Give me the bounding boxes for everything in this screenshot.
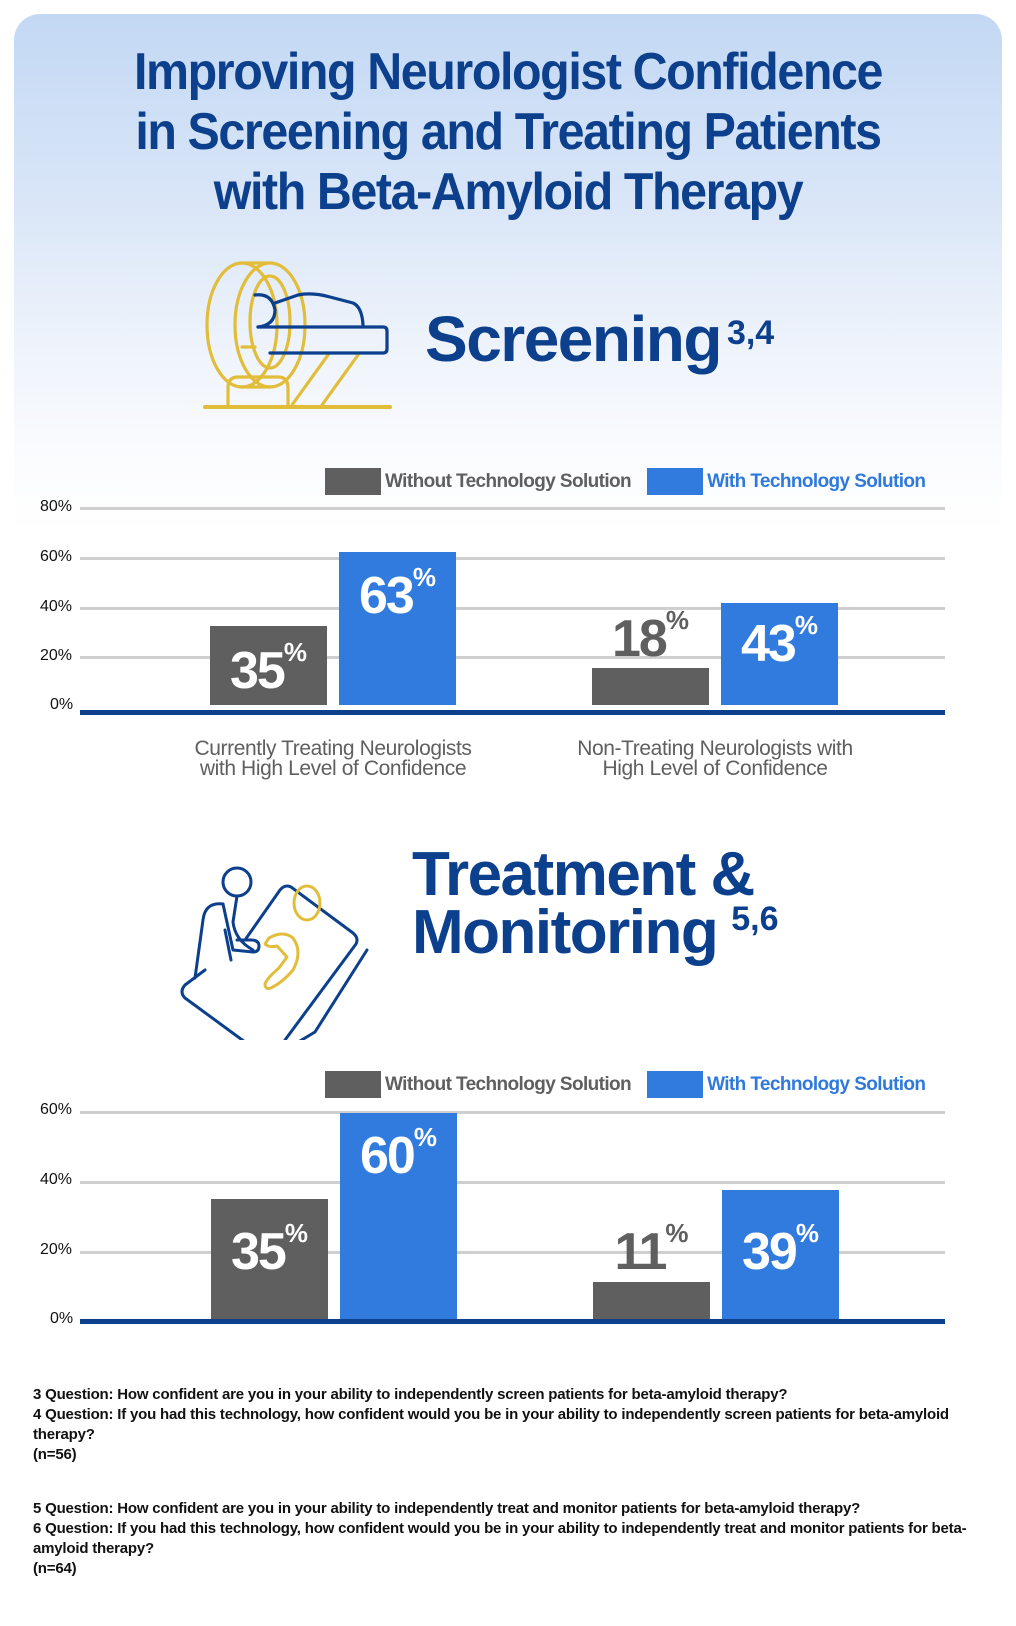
bar-with-treating xyxy=(339,552,456,705)
bar-value-label: 18% xyxy=(612,605,689,668)
bar-value-label: 11% xyxy=(614,1218,689,1281)
bar-value-label: 35% xyxy=(231,1218,308,1281)
x-axis-baseline xyxy=(80,710,945,715)
legend-swatch-with xyxy=(647,1071,704,1098)
footnotes-screening: 3 Question: How confident are you in you… xyxy=(33,1385,983,1465)
bar-without-nontreating xyxy=(592,668,709,705)
y-tick: 80% xyxy=(40,498,73,515)
treatment-legend: Without Technology Solution With Technol… xyxy=(325,1071,926,1098)
screening-heading: Screening 3,4 xyxy=(425,304,774,374)
gridline xyxy=(80,557,945,560)
title-line-3: with Beta-Amyloid Therapy xyxy=(213,163,804,221)
y-tick: 20% xyxy=(40,647,73,664)
treatment-title-line-2: Monitoring 5,6 xyxy=(412,898,779,967)
gridline xyxy=(80,656,945,659)
treatment-heading: Treatment & Monitoring 5,6 xyxy=(412,840,779,967)
category-label: Non-Treating Neurologists with High Leve… xyxy=(577,737,853,780)
legend-label-without: Without Technology Solution xyxy=(385,1073,632,1095)
bar-value-label: 43% xyxy=(741,610,818,673)
gridline xyxy=(80,507,945,510)
title-line-2: in Screening and Treating Patients xyxy=(135,103,882,161)
treatment-title-line-1: Treatment & xyxy=(412,840,755,909)
screening-superscript: 3,4 xyxy=(726,314,775,352)
y-tick: 40% xyxy=(40,598,73,615)
legend-swatch-with xyxy=(647,468,704,495)
y-tick: 20% xyxy=(40,1241,73,1258)
legend-label-with: With Technology Solution xyxy=(707,1073,926,1095)
bar-with-nontreating-tm xyxy=(722,1190,839,1319)
legend-label-with: With Technology Solution xyxy=(707,470,926,492)
bar-without-treating-tm xyxy=(211,1199,328,1319)
gridline xyxy=(80,607,945,610)
footnote-5: 5 Question: How confident are you in you… xyxy=(33,1500,861,1517)
legend-swatch-without xyxy=(325,1071,381,1098)
y-tick: 0% xyxy=(50,696,74,713)
doctor-patient-bed-icon xyxy=(180,866,369,1040)
treatment-superscript: 5,6 xyxy=(731,900,779,938)
bar-without-treating xyxy=(210,626,327,705)
bar-with-treating-tm xyxy=(340,1113,457,1319)
bar-value-label: 35% xyxy=(230,637,307,700)
bar-value-label: 60% xyxy=(360,1122,437,1185)
title-line-1: Improving Neurologist Confidence xyxy=(134,43,883,101)
infographic-card xyxy=(14,14,1002,1614)
y-tick: 0% xyxy=(50,1310,74,1327)
mri-scanner-icon xyxy=(203,261,392,409)
sample-size-treatment: (n=64) xyxy=(33,1560,77,1577)
legend-swatch-without xyxy=(325,468,381,495)
gridline xyxy=(80,1181,945,1184)
y-tick: 60% xyxy=(40,1101,73,1118)
x-axis-baseline xyxy=(80,1319,945,1324)
bar-with-nontreating xyxy=(721,603,838,705)
screening-legend: Without Technology Solution With Technol… xyxy=(325,468,926,495)
bar-value-label: 63% xyxy=(359,562,436,625)
footnote-4: 4 Question: If you had this technology, … xyxy=(33,1406,949,1443)
bar-value-label: 39% xyxy=(742,1218,819,1281)
footnotes-treatment: 5 Question: How confident are you in you… xyxy=(33,1499,983,1579)
sample-size-screening: (n=56) xyxy=(33,1446,77,1463)
screening-title-text: Screening xyxy=(425,303,722,375)
page-title: Improving Neurologist Confidence in Scre… xyxy=(0,42,1016,222)
category-label: Currently Treating Neurologists with Hig… xyxy=(194,737,472,780)
bar-without-nontreating-tm xyxy=(593,1282,710,1319)
footnote-3: 3 Question: How confident are you in you… xyxy=(33,1386,788,1403)
y-tick: 60% xyxy=(40,548,73,565)
y-tick: 40% xyxy=(40,1171,73,1188)
footnote-6: 6 Question: If you had this technology, … xyxy=(33,1520,967,1557)
gridline xyxy=(80,1251,945,1254)
legend-label-without: Without Technology Solution xyxy=(385,470,632,492)
gridline xyxy=(80,1111,945,1114)
